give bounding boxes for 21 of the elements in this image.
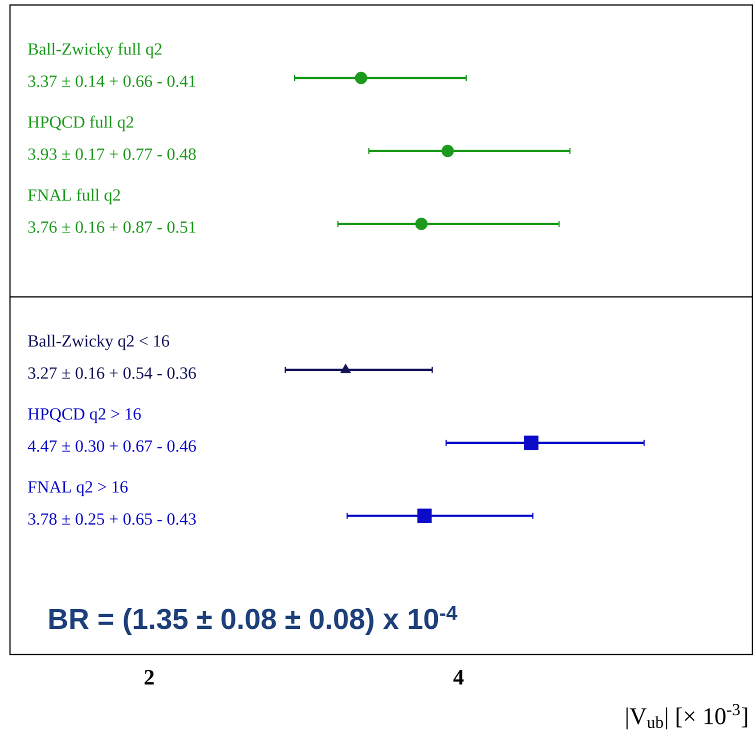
x-tick-label: 2: [144, 670, 154, 684]
y-tick-label: HPQCD full q2: [28, 115, 134, 132]
point: [354, 72, 368, 84]
y-tick-label: FNAL q2 > 16: [28, 481, 128, 496]
y-tick-label: HPQCD q2 > 16: [28, 408, 141, 423]
annotation: 3.78 ± 0.25 + 0.65 - 0.43: [28, 513, 196, 525]
x-axis-title: |V$_{ub}$| [× 10$^{-3}$]: [626, 704, 748, 730]
point: [417, 508, 432, 523]
point: [442, 144, 454, 157]
point: [524, 435, 538, 450]
y-tick-label: Ball-Zwicky full q2: [28, 42, 162, 58]
point: [415, 218, 428, 230]
x-tick-label: 4: [453, 670, 464, 684]
annotation: 3.27 ± 0.16 + 0.54 - 0.36: [28, 367, 196, 379]
y-tick-label: Ball-Zwicky q2 < 16: [28, 334, 170, 350]
annotation: 3.37 ± 0.14 + 0.66 - 0.41: [28, 75, 196, 87]
annotation: 3.76 ± 0.16 + 0.87 - 0.51: [28, 221, 196, 233]
annotation: 3.93 ± 0.17 + 0.77 - 0.48: [28, 148, 196, 160]
y-tick-label: FNAL full q2: [28, 188, 120, 204]
text: BR = (1.35 ± 0.08 ± 0.08) x 10$^{-4}$: [49, 606, 458, 635]
annotation: 4.47 ± 0.30 + 0.67 - 0.46: [28, 440, 196, 452]
